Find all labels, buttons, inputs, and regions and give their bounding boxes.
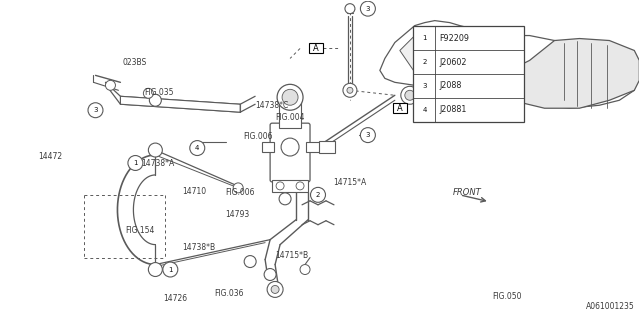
- Circle shape: [417, 79, 431, 93]
- Circle shape: [190, 140, 205, 156]
- Polygon shape: [120, 96, 240, 112]
- Text: 14726: 14726: [164, 294, 188, 303]
- Bar: [272, 180, 308, 192]
- Text: FIG.006: FIG.006: [243, 132, 273, 140]
- Text: 14738*C: 14738*C: [255, 101, 288, 110]
- Circle shape: [276, 182, 284, 190]
- Circle shape: [149, 94, 161, 106]
- Circle shape: [148, 143, 163, 157]
- Text: FIG.050: FIG.050: [492, 292, 522, 301]
- Text: A061001235: A061001235: [586, 302, 634, 311]
- Text: FIG.035: FIG.035: [145, 88, 174, 97]
- Text: 4: 4: [422, 107, 427, 113]
- Text: FIG.004: FIG.004: [275, 114, 305, 123]
- Text: FRONT: FRONT: [452, 188, 481, 197]
- Text: 2: 2: [422, 59, 427, 65]
- Circle shape: [405, 90, 415, 100]
- Bar: [413, 26, 524, 122]
- Circle shape: [88, 103, 103, 118]
- Text: 3: 3: [365, 6, 370, 12]
- Text: 023BS: 023BS: [122, 58, 147, 67]
- Bar: [393, 103, 407, 113]
- Circle shape: [300, 265, 310, 275]
- Text: 14710: 14710: [182, 188, 207, 196]
- Circle shape: [343, 83, 357, 97]
- Text: 1: 1: [168, 267, 173, 273]
- Polygon shape: [509, 38, 639, 108]
- Circle shape: [417, 55, 431, 69]
- Circle shape: [345, 4, 355, 14]
- Text: 14715*B: 14715*B: [275, 251, 308, 260]
- Circle shape: [271, 285, 279, 293]
- Circle shape: [264, 268, 276, 280]
- Circle shape: [244, 256, 256, 268]
- Text: FIG.154: FIG.154: [125, 226, 155, 235]
- Text: 3: 3: [422, 83, 427, 89]
- Text: FIG.006: FIG.006: [225, 188, 255, 197]
- Bar: [279, 100, 301, 128]
- Text: J20602: J20602: [440, 58, 467, 67]
- Circle shape: [417, 31, 431, 45]
- Text: 3: 3: [93, 107, 98, 113]
- Text: 1: 1: [133, 160, 138, 166]
- Circle shape: [233, 183, 243, 193]
- Bar: [309, 43, 323, 53]
- Text: J2088: J2088: [440, 81, 462, 91]
- Text: FIG.036: FIG.036: [214, 289, 244, 298]
- Text: 2: 2: [316, 192, 320, 198]
- Bar: [306, 142, 320, 152]
- Circle shape: [282, 89, 298, 105]
- Polygon shape: [400, 31, 509, 85]
- Circle shape: [128, 156, 143, 171]
- Circle shape: [267, 282, 283, 297]
- Text: A: A: [313, 44, 319, 53]
- Circle shape: [360, 1, 376, 16]
- Text: F92209: F92209: [440, 34, 470, 43]
- Circle shape: [417, 103, 431, 117]
- Circle shape: [310, 188, 326, 202]
- Text: A: A: [397, 104, 403, 113]
- Text: 14472: 14472: [38, 152, 62, 161]
- Text: J20881: J20881: [440, 105, 467, 114]
- Circle shape: [279, 193, 291, 205]
- Circle shape: [401, 86, 419, 104]
- Circle shape: [296, 182, 304, 190]
- Circle shape: [148, 262, 163, 276]
- Circle shape: [106, 80, 115, 90]
- Circle shape: [281, 138, 299, 156]
- Text: 14738*A: 14738*A: [141, 159, 175, 168]
- Text: 3: 3: [365, 132, 370, 138]
- Circle shape: [143, 88, 154, 98]
- Circle shape: [360, 128, 376, 143]
- FancyBboxPatch shape: [270, 123, 310, 182]
- Text: 14793: 14793: [225, 210, 250, 219]
- Text: 1: 1: [422, 35, 427, 41]
- Circle shape: [347, 87, 353, 93]
- Text: 14715*A: 14715*A: [333, 179, 366, 188]
- Polygon shape: [380, 20, 634, 108]
- Circle shape: [277, 84, 303, 110]
- Bar: [319, 141, 335, 153]
- Text: 14738*B: 14738*B: [182, 243, 216, 252]
- Text: 4: 4: [195, 145, 200, 151]
- Circle shape: [163, 262, 178, 277]
- Bar: [262, 142, 274, 152]
